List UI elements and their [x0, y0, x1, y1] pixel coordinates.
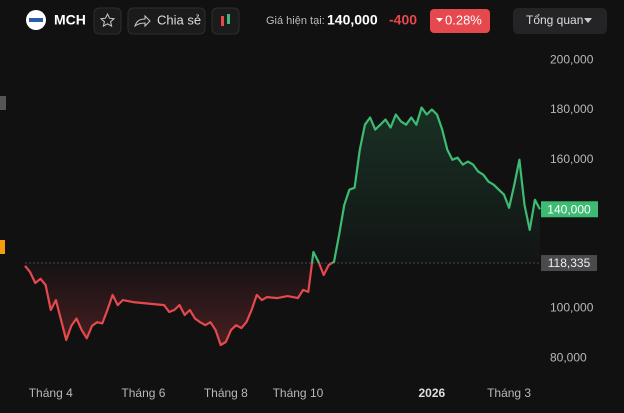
x-tick-label: Tháng 8	[204, 386, 248, 400]
y-tick-label: 160,000	[550, 152, 594, 166]
candle-icon	[221, 16, 224, 26]
x-tick-label: Tháng 6	[121, 386, 165, 400]
x-tick-label: 2026	[418, 386, 445, 400]
price-line	[24, 106, 541, 347]
change-percent: 0.28%	[445, 12, 482, 27]
x-tick-label: Tháng 4	[29, 386, 73, 400]
last-price-badge	[541, 201, 598, 218]
dropdown-arrow	[584, 18, 592, 23]
change-badge	[430, 9, 490, 33]
view-dropdown[interactable]	[513, 8, 607, 34]
current-price: 140,000	[327, 12, 378, 28]
share-button[interactable]	[127, 7, 206, 35]
area	[25, 107, 540, 345]
side-marker	[0, 96, 6, 110]
reference-badge	[541, 255, 597, 272]
chart-type-button[interactable]	[211, 7, 240, 35]
y-tick-label: 80,000	[550, 350, 587, 364]
down-arrow	[436, 18, 443, 22]
logo-mark	[29, 18, 43, 22]
reference-label: 118,335	[548, 256, 591, 270]
price-change: -400	[389, 12, 417, 28]
x-tick-label: Tháng 3	[487, 386, 531, 400]
view-label: Tổng quan	[526, 13, 583, 27]
star-icon	[99, 12, 116, 28]
price-caption: Giá hiện tại:	[266, 15, 325, 27]
favorite-button[interactable]	[93, 7, 122, 35]
y-tick-label: 200,000	[550, 53, 594, 67]
x-tick-label: Tháng 10	[273, 386, 324, 400]
share-label: Chia sẻ	[157, 12, 201, 27]
symbol: MCH	[54, 12, 86, 28]
candle-icon	[227, 14, 230, 24]
y-tick-label: 100,000	[550, 301, 594, 315]
share-icon	[134, 14, 151, 28]
last-price-label: 140,000	[547, 202, 591, 216]
y-tick-label: 180,000	[550, 102, 594, 116]
side-marker	[0, 240, 5, 254]
